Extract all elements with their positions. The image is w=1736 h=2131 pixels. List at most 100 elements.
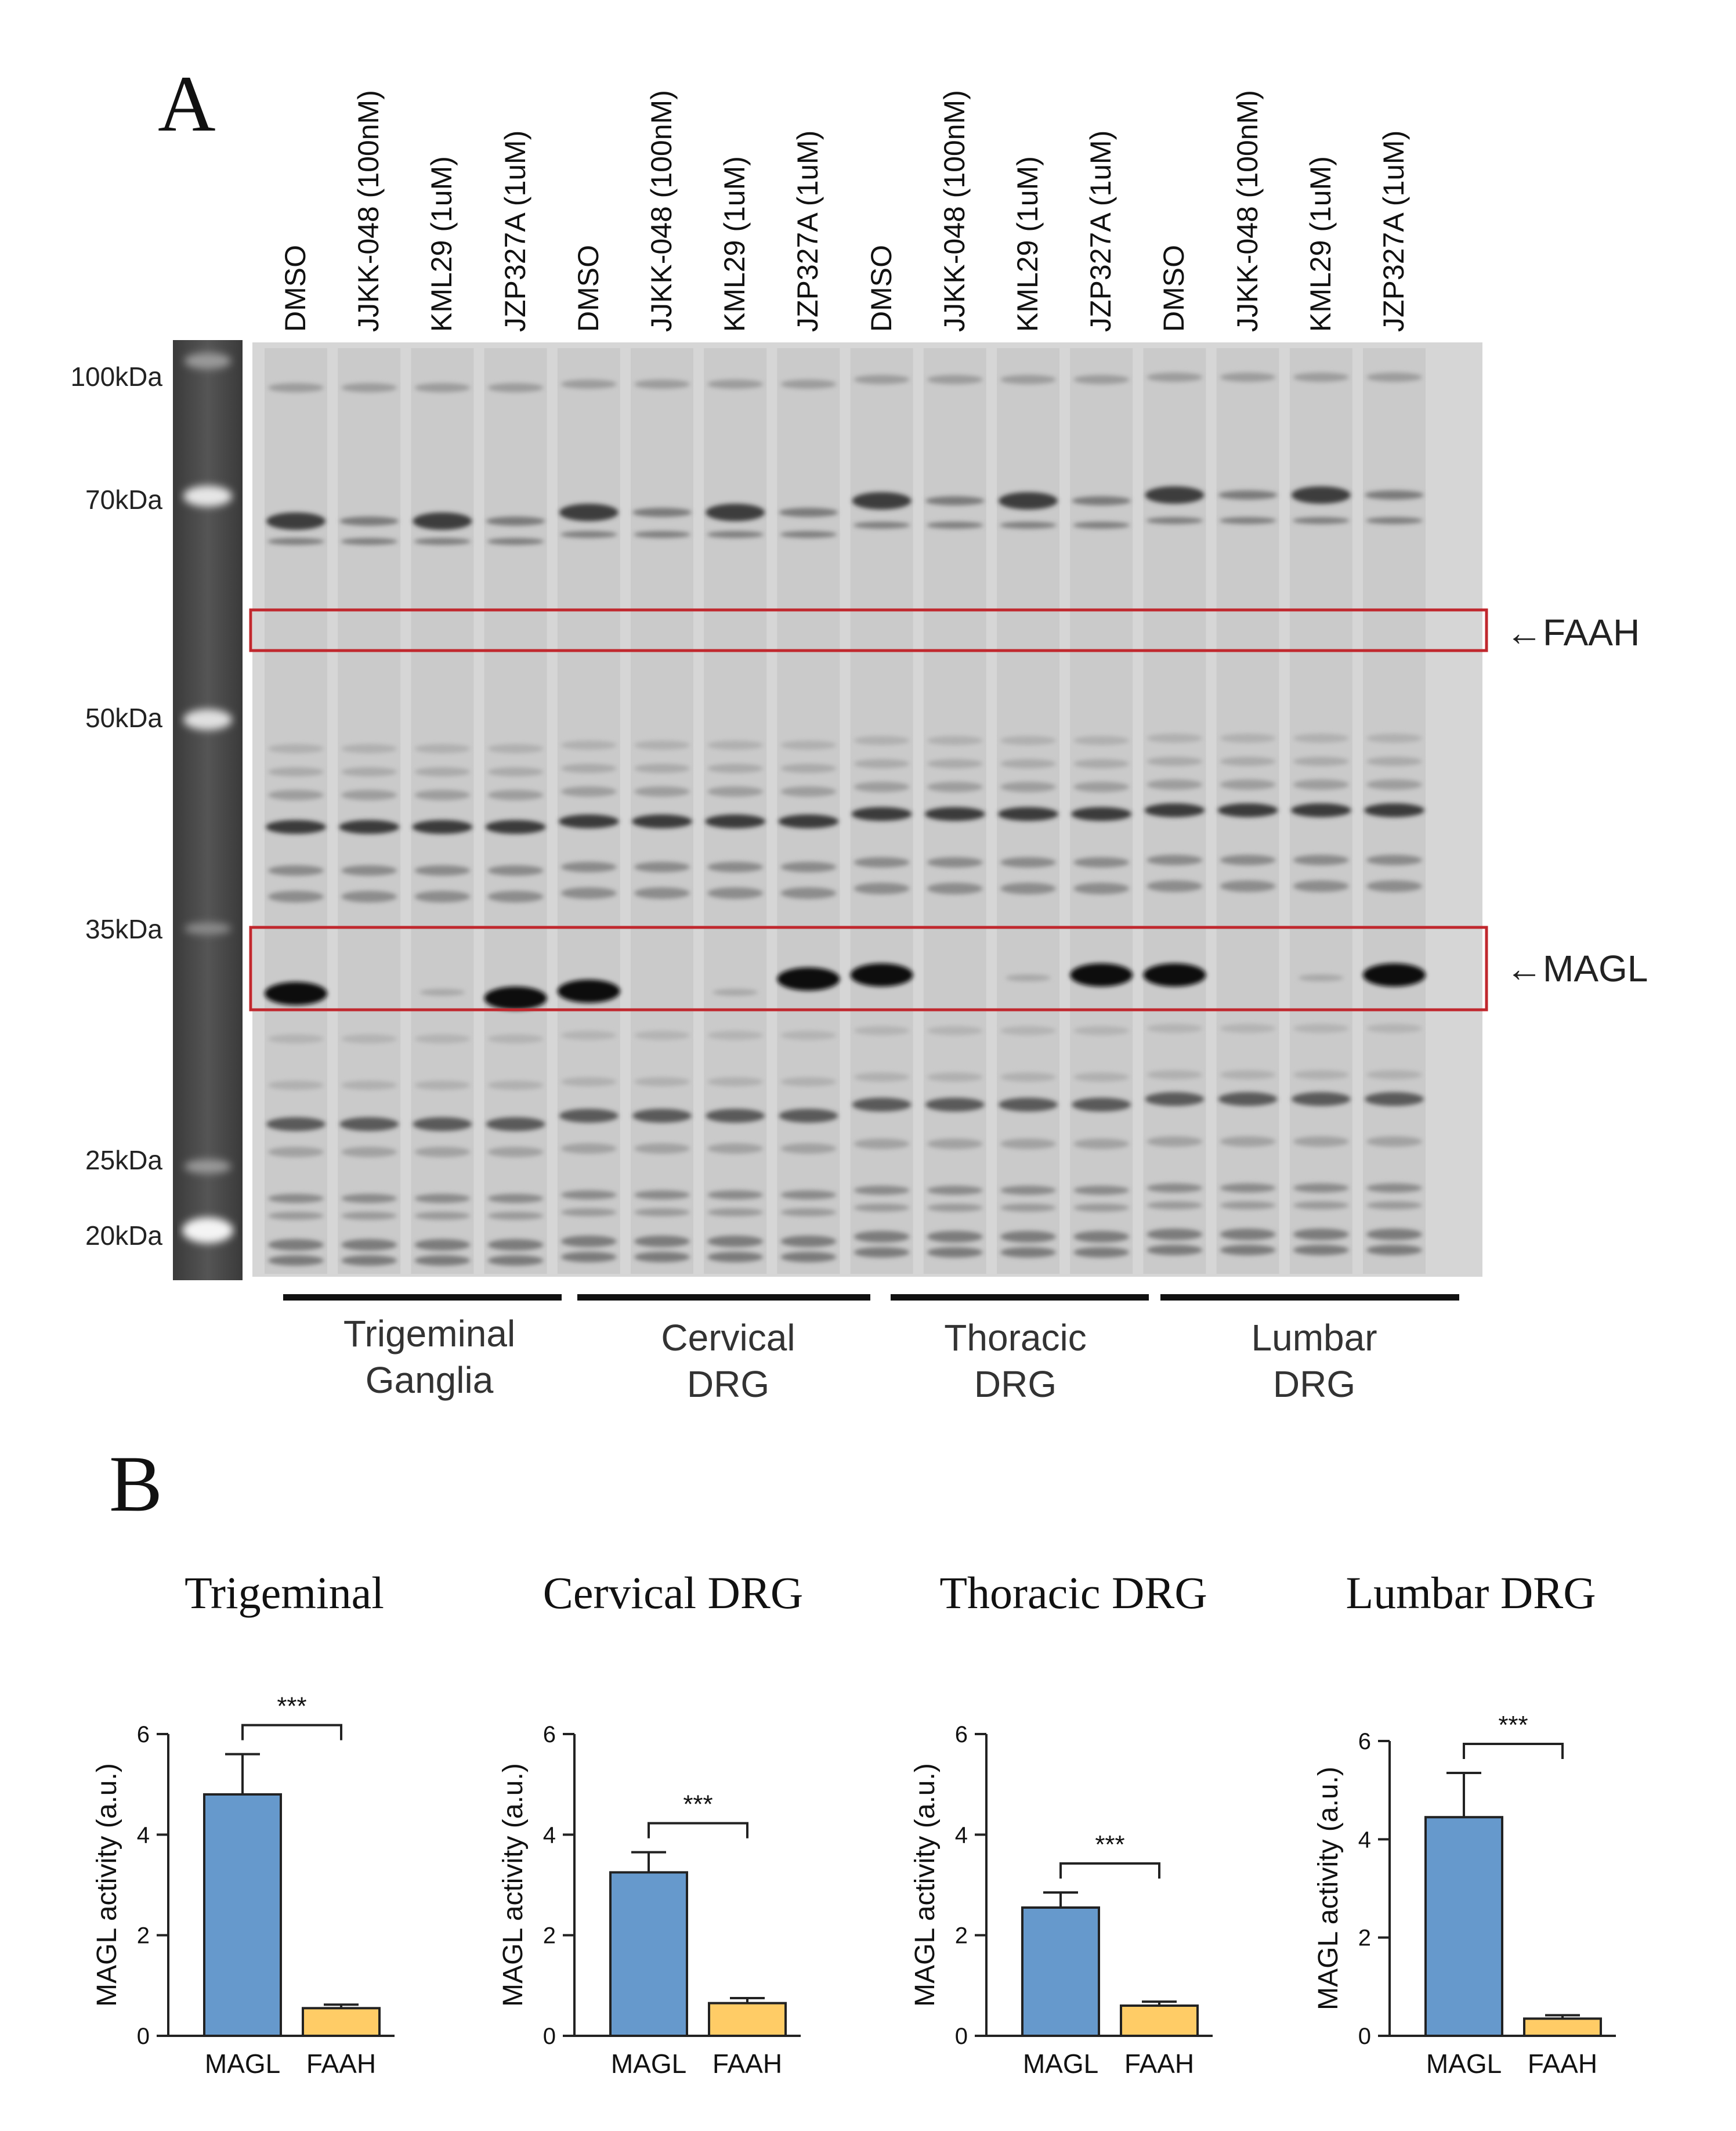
gel-band [1220,880,1276,892]
gel-band [1073,1204,1130,1212]
group-line-thoracic [891,1294,1149,1301]
gel-band [339,820,400,834]
gel-band [927,1072,983,1082]
significance-bracket [648,1822,748,1839]
chart-title-lumbar: Lumbar DRG [1346,1567,1596,1618]
gel-band [634,1077,690,1086]
y-axis-label: MAGL activity (a.u.) [498,1763,529,2007]
gel-band [560,1236,617,1247]
gel-band [1000,1186,1056,1195]
gel-band [560,786,617,797]
gel-band [1072,496,1131,505]
gel-band [853,782,910,792]
group-label-line1: Cervical [661,1317,795,1359]
bar-magl [609,1871,688,2037]
gel-band [707,887,764,899]
gel-band [1006,974,1051,981]
gel-band [853,375,910,384]
magl-label: ←MAGL [1506,948,1648,989]
chart-title-cervical: Cervical DRG [542,1567,804,1618]
gel-band [1000,1026,1056,1035]
gel-band [707,786,764,797]
gel-band [268,1239,324,1251]
gel-band [1293,734,1349,743]
gel-band [927,1186,983,1195]
gel-band [634,380,690,389]
gel-band [927,1139,983,1149]
gel-band [1366,779,1422,790]
gel-band [1291,1092,1351,1106]
faah-label: ←FAAH [1506,612,1640,653]
gel-band [487,744,544,753]
group-label-line1: Lumbar [1251,1317,1377,1359]
gel-band [1298,974,1344,981]
y-tick-label: 6 [955,1722,968,1747]
gel-band [999,492,1058,510]
ladder-label: 35kDa [85,914,162,944]
significance-label: *** [683,1790,713,1819]
gel-band [1293,1201,1349,1209]
gel-band [268,865,324,876]
gel-band [1070,963,1133,987]
gel-band [1147,734,1203,743]
gel-band [1366,1070,1422,1079]
gel-band [707,1252,764,1262]
gel-band [707,1031,764,1040]
gel-band [780,862,837,872]
gel-band [634,1143,690,1154]
gel-band [1218,1092,1278,1106]
gel-band [560,862,617,872]
category-label: MAGL [1023,2049,1098,2079]
bar-faah [1120,2004,1199,2037]
y-tick-label: 4 [137,1822,150,1848]
gel-band [634,1236,690,1247]
gel-band [1073,782,1130,792]
y-tick-label: 0 [1358,2024,1371,2049]
gel-lane [265,348,327,1274]
gel-band [707,1143,764,1154]
gel-band [558,814,619,829]
gel-band [414,383,471,392]
group-label-line1: Trigeminal [343,1313,516,1355]
gel-band [707,1208,764,1216]
ladder-label: 70kDa [85,485,162,515]
gel-band [999,1097,1058,1112]
ladder-strip [173,340,243,1280]
gel-band [1220,1229,1276,1240]
gel-image [173,340,1488,1280]
gel-band [1000,736,1056,745]
gel-band [487,1212,544,1220]
gel-band [484,987,547,1010]
gel-band [487,767,544,776]
gel-band [1147,1229,1203,1240]
gel-band [853,522,910,529]
gel-band [853,1139,910,1149]
gel-band [1147,1245,1203,1255]
gel-band [487,891,544,902]
gel-band [267,538,324,545]
gel-band [706,1108,765,1123]
gel-band [998,807,1058,821]
gel-band [560,1252,617,1262]
gel-band [1147,1024,1203,1033]
gel-band [560,1208,617,1216]
gel-band [414,865,471,876]
gel-band [634,1031,690,1040]
gel-band [1290,803,1351,818]
gel-band [341,790,397,800]
gel-band [1366,1024,1422,1033]
gel-band [419,989,465,996]
bar-faah [708,2002,787,2038]
gel-band [486,1117,545,1131]
gel-band [560,1077,617,1086]
gel-band [1366,880,1422,892]
gel-band [487,1147,544,1157]
chart-title-trigeminal: Trigeminal [185,1567,384,1618]
gel-band [634,741,690,750]
gel-band [1366,1245,1422,1255]
gel-band [1147,779,1203,790]
gel-band [1145,486,1205,504]
gel-band [1366,373,1422,382]
bar-chart-1: 0 2 4 6 MAGL activity (a.u.) MAGL FAAH *** [498,1722,801,2079]
